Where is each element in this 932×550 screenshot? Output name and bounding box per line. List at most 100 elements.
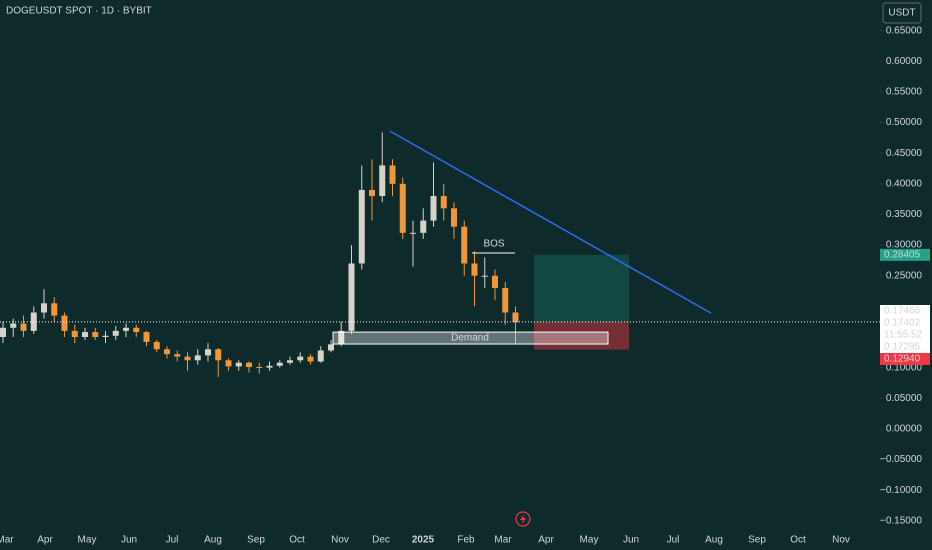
x-tick-label: Nov <box>832 535 850 546</box>
price-tag-label: 0.28405 <box>884 250 921 261</box>
candle-body <box>369 189 375 197</box>
y-tick-label: 0.30000 <box>886 240 923 251</box>
candle-body <box>174 354 181 357</box>
candle-body <box>225 360 232 367</box>
x-tick-label: Mar <box>494 535 512 546</box>
flash-glyph <box>520 514 526 524</box>
candle-body <box>215 349 222 361</box>
y-tick-label: 0.25000 <box>886 270 923 281</box>
x-tick-label: Jul <box>166 535 179 546</box>
candle-body <box>10 323 17 328</box>
y-tick-label: 0.10000 <box>886 362 923 373</box>
y-tick-label: 0.60000 <box>886 56 923 67</box>
price-tag-label: 0.17466 <box>884 306 921 317</box>
x-tick-label: Oct <box>790 535 806 546</box>
candle-body <box>71 330 78 337</box>
price-tag <box>880 248 930 261</box>
y-tick-label: −0.10000 <box>880 485 922 496</box>
demand-zone <box>332 331 609 345</box>
candle-body <box>276 362 283 366</box>
x-tick-label: Apr <box>538 535 554 546</box>
candle-body <box>502 287 509 313</box>
candle-body <box>512 312 519 323</box>
target-zone <box>534 254 629 322</box>
price-tag-label: 0.17295 <box>884 342 921 353</box>
chart-title: DOGEUSDT SPOT · 1D · BYBIT <box>6 6 152 17</box>
x-tick-label: 2025 <box>412 535 435 546</box>
candle-body <box>256 367 263 369</box>
candle-body <box>451 208 457 227</box>
y-tick-label: 0.65000 <box>886 25 923 36</box>
price-tag <box>880 341 930 353</box>
x-tick-label: Dec <box>372 535 390 546</box>
y-tick-label: 0.00000 <box>886 424 923 435</box>
x-tick-label: Mar <box>0 535 14 546</box>
y-tick-label: −0.05000 <box>880 454 922 465</box>
y-tick-label: −0.15000 <box>880 515 922 526</box>
x-tick-label: Nov <box>331 535 349 546</box>
x-tick-label: Feb <box>457 535 475 546</box>
candle-body <box>492 275 498 288</box>
candle-body <box>461 226 468 264</box>
y-tick-label: 0.50000 <box>886 117 923 128</box>
candle-body <box>133 327 140 333</box>
x-tick-label: May <box>78 535 97 546</box>
flash-icon[interactable] <box>515 511 531 527</box>
y-tick-label: 0.40000 <box>886 178 923 189</box>
candle-body <box>164 349 170 355</box>
currency-box <box>882 2 922 24</box>
candle-body <box>399 183 406 233</box>
y-tick-label: 0.55000 <box>886 87 923 98</box>
candle-body <box>481 275 488 277</box>
candle-body <box>235 362 242 367</box>
candle-body <box>82 332 88 337</box>
x-tick-label: Sep <box>247 535 265 546</box>
candle-body <box>430 196 437 221</box>
candle-body <box>0 327 6 337</box>
x-tick-label: Jun <box>623 535 639 546</box>
candle-body <box>358 189 365 264</box>
bos-label: BOS <box>483 239 504 250</box>
price-tag <box>880 329 930 341</box>
candle-body <box>338 330 345 345</box>
price-tag-label: 0.12940 <box>884 354 921 365</box>
stop-zone <box>534 321 629 350</box>
candle-body <box>410 232 416 234</box>
x-tick-label: Jul <box>667 535 680 546</box>
candle-body <box>348 263 355 331</box>
y-tick-label: 0.45000 <box>886 148 923 159</box>
price-tag <box>880 317 930 329</box>
x-tick-label: Jun <box>121 535 137 546</box>
x-tick-label: Aug <box>705 535 723 546</box>
x-tick-label: Apr <box>37 535 53 546</box>
candle-body <box>440 196 447 209</box>
candle-body <box>20 323 27 331</box>
price-tag <box>880 305 930 317</box>
price-tag-label: 0.17402 <box>884 318 921 329</box>
candle-body <box>389 165 396 184</box>
candle-body <box>123 327 129 331</box>
candle-body <box>92 332 99 337</box>
candle-body <box>184 356 191 361</box>
candle-body <box>471 263 478 276</box>
candle-body <box>317 350 324 362</box>
x-tick-label: Sep <box>748 535 766 546</box>
candle-body <box>297 356 304 361</box>
y-tick-label: 0.35000 <box>886 209 923 220</box>
candle-body <box>102 335 109 337</box>
candle-body <box>61 315 68 331</box>
candle-body <box>328 344 334 351</box>
x-tick-label: Oct <box>289 535 305 546</box>
candle-body <box>41 303 47 313</box>
candle-body <box>51 303 58 316</box>
candle-body <box>287 360 293 363</box>
candle-body <box>112 330 119 336</box>
y-tick-label: 0.05000 <box>886 393 923 404</box>
x-tick-label: Aug <box>204 535 222 546</box>
candle-body <box>266 365 273 368</box>
candle-body <box>420 220 427 233</box>
candle-body <box>246 362 252 368</box>
